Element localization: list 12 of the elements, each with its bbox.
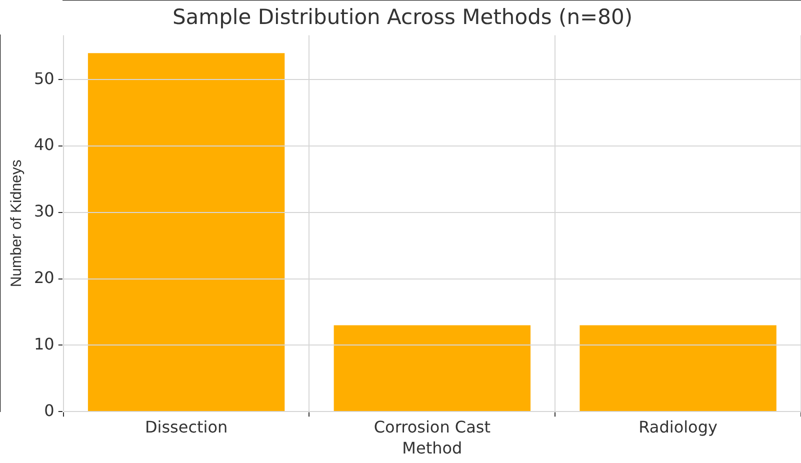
y-tick-label: 30	[34, 202, 54, 221]
y-tick-label: 20	[34, 268, 54, 287]
x-axis-title: Method	[402, 438, 462, 458]
x-tick-label: Radiology	[638, 417, 718, 436]
y-tick-label: 40	[34, 135, 54, 154]
y-tick-label: 10	[34, 334, 54, 354]
x-tick-label: Corrosion Cast	[374, 417, 491, 436]
x-tick-label: Dissection	[144, 417, 228, 436]
chart-title: Sample Distribution Across Methods (n=80)	[172, 5, 633, 30]
y-axis-title: Number of Kidneys	[8, 160, 26, 288]
y-tick-label: 50	[34, 68, 54, 88]
y-tick-label: 0	[44, 400, 54, 420]
